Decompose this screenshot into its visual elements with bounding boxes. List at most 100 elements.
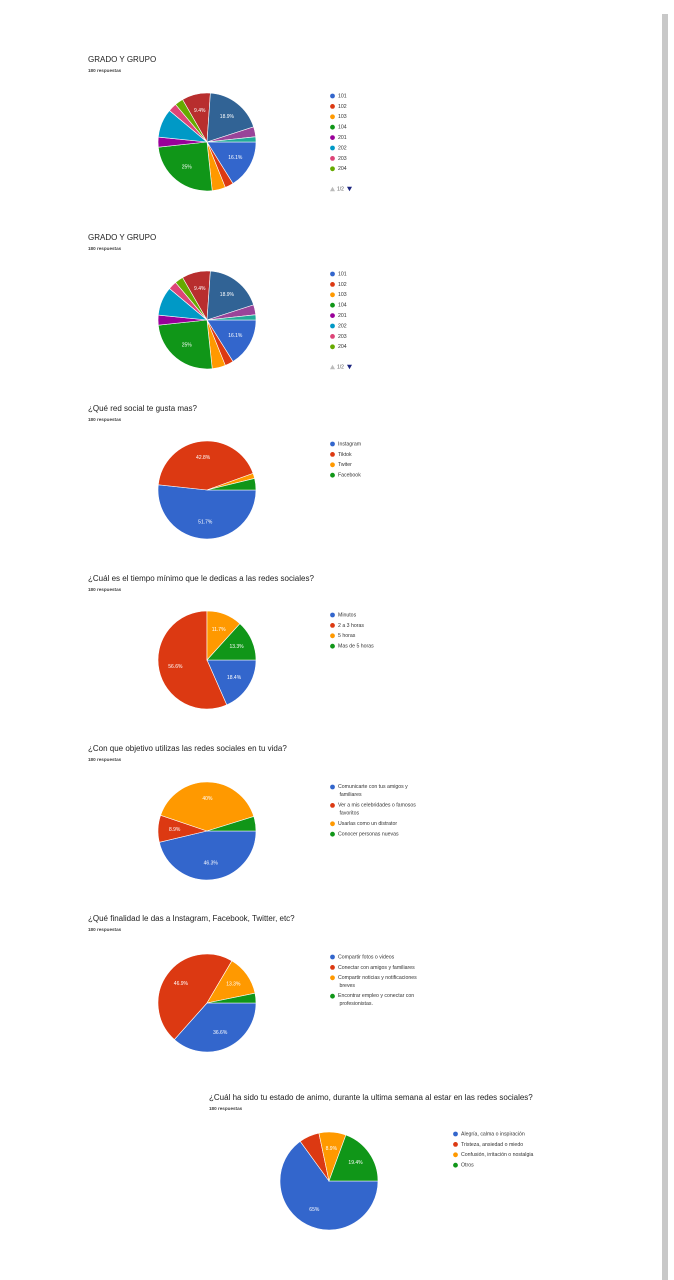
legend-swatch <box>330 93 335 99</box>
pager-down[interactable] <box>347 186 352 192</box>
slice-label: 8.9% <box>326 1146 338 1152</box>
legend-label: Alegría, calma o inspiración <box>461 1131 525 1137</box>
chart-title: ¿Cuál ha sido tu estado de animo, durant… <box>209 1093 533 1102</box>
legend-swatch <box>330 334 335 339</box>
pie-slice <box>206 992 257 1004</box>
legend-label: Ver a mis celebridades o famosos favorit… <box>338 803 416 817</box>
legend-label: 103 <box>338 292 347 298</box>
legend-label: Facebook <box>338 473 361 479</box>
pie-slice <box>206 478 257 491</box>
legend-label: 202 <box>338 323 347 329</box>
pager-down[interactable] <box>347 364 352 370</box>
pie-slice <box>157 610 228 710</box>
legend-label: Instagram <box>338 441 361 447</box>
slice-label: 9.4% <box>194 108 206 114</box>
legend-label: 101 <box>338 93 347 99</box>
chart-subtitle: 180 respuestas <box>209 1106 243 1111</box>
legend-label: 204 <box>338 166 347 172</box>
legend-label: Confusión, irritación o nostalgia <box>461 1152 533 1158</box>
slice-label: 18.9% <box>220 114 235 120</box>
slice-label: 16.1% <box>228 155 243 161</box>
legend-label: 102 <box>338 104 347 110</box>
slice-label: 8.9% <box>169 827 181 833</box>
legend-swatch <box>453 1162 458 1168</box>
legend-label: Minutos <box>338 612 357 618</box>
legend-swatch <box>330 114 335 120</box>
legend-swatch <box>330 156 335 161</box>
pie-slice <box>157 953 233 1040</box>
legend-swatch <box>330 323 335 329</box>
chart-title: ¿Con que objetivo utilizas las redes soc… <box>88 744 287 753</box>
pie-slice <box>206 270 254 321</box>
pie-slice <box>157 484 257 540</box>
legend-swatch <box>453 1152 458 1158</box>
legend-label: Tiktok <box>338 452 352 458</box>
legend-label: Usarlas como un distrator <box>338 821 397 827</box>
pie-slice <box>328 1134 379 1182</box>
chart-title: GRADO Y GRUPO <box>88 55 156 64</box>
legend-swatch <box>330 271 335 277</box>
slice-label: 46.3% <box>204 860 219 866</box>
legend-swatch <box>330 831 335 837</box>
legend-swatch <box>330 124 335 130</box>
legend-swatch <box>330 313 335 318</box>
slice-label: 40% <box>202 796 213 802</box>
slice-label: 51.7% <box>198 520 213 526</box>
slice-label: 18.4% <box>227 675 242 681</box>
chart-title: GRADO Y GRUPO <box>88 233 156 242</box>
legend-label: 5 horas <box>338 633 356 639</box>
slice-label: 36.6% <box>213 1030 228 1036</box>
legend-swatch <box>330 104 335 109</box>
legend-swatch <box>330 302 335 308</box>
pie-slice <box>157 141 213 192</box>
legend-label: 101 <box>338 271 347 277</box>
legend-swatch <box>330 633 335 639</box>
chart-subtitle: 180 respuestas <box>88 68 122 73</box>
slice-label: 13.3% <box>226 982 241 988</box>
legend-swatch <box>330 784 335 790</box>
legend-label: Tristeza, ansiedad o miedo <box>461 1142 523 1148</box>
slice-label: 65% <box>309 1207 320 1213</box>
legend-label: 202 <box>338 145 347 151</box>
chart-title: ¿Cuál es el tiempo mínimo que le dedicas… <box>88 574 314 583</box>
pager-label: 1/2 <box>337 365 344 371</box>
legend-label: Twiter <box>338 462 352 468</box>
slice-label: 11.7% <box>212 627 226 633</box>
slice-label: 18.9% <box>220 292 235 298</box>
legend-label: 103 <box>338 114 347 120</box>
legend-swatch <box>330 145 335 151</box>
legend-swatch <box>330 612 335 618</box>
legend-swatch <box>330 135 335 141</box>
legend-label: 204 <box>338 344 347 350</box>
pie-slice <box>158 830 257 881</box>
chart-subtitle: 180 respuestas <box>88 587 122 592</box>
legend-swatch <box>330 803 335 808</box>
pie-slice <box>279 1140 379 1231</box>
legend-swatch <box>330 993 335 999</box>
legend-swatch <box>330 441 335 447</box>
slice-label: 56.6% <box>168 664 183 670</box>
legend-label: 203 <box>338 156 347 162</box>
legend-swatch <box>330 965 335 970</box>
pager-label: 1/2 <box>337 187 344 193</box>
legend-label: Compartir noticias y notificaciones brev… <box>338 975 417 989</box>
pie-slice <box>157 440 254 491</box>
legend-swatch <box>330 282 335 287</box>
legend-swatch <box>330 975 335 981</box>
legend-label: Conectar con amigos y familiares <box>338 965 415 971</box>
chart-title: ¿Qué red social te gusta mas? <box>88 404 197 413</box>
legend-label: Encontrar empleo y conectar con profesio… <box>338 994 414 1008</box>
slice-label: 13.3% <box>229 644 244 650</box>
legend-swatch <box>330 643 335 649</box>
slice-label: 9.4% <box>194 286 206 292</box>
slice-label: 46.9% <box>174 981 189 987</box>
legend-label: Comunicarte con tus amigos y familiares <box>338 784 408 798</box>
pager-up <box>330 364 335 370</box>
scrollbar <box>662 14 668 1280</box>
legend-label: Mas de 5 horas <box>338 644 374 650</box>
legend-swatch <box>330 623 335 628</box>
legend-label: 104 <box>338 303 347 309</box>
pie-slice <box>206 92 254 143</box>
